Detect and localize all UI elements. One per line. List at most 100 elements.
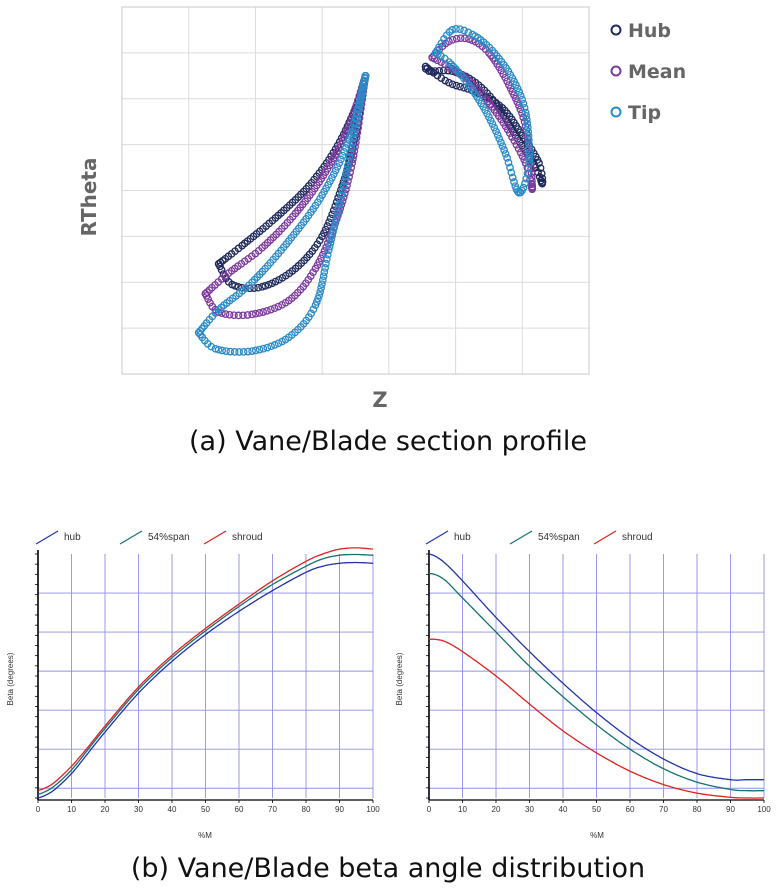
beta-chart-right: hub 54%span shroud 0 10 20 30 40 50 60 70 80 90 100 …	[395, 530, 771, 840]
profile-point-tip	[498, 142, 507, 151]
profile-point-tip	[315, 291, 324, 300]
profile-point-mean	[259, 308, 268, 316]
beta-right-series-group	[428, 553, 764, 799]
profile-point-tip	[330, 224, 338, 232]
profile-point-tip	[339, 182, 348, 191]
profile-point-tip	[460, 26, 468, 35]
profile-point-tip	[274, 339, 283, 348]
beta-legend-swatch	[593, 530, 617, 545]
profile-point-tip	[319, 272, 328, 281]
profile-point-hub	[216, 258, 225, 267]
profile-point-tip	[230, 348, 239, 356]
beta-x-tick-label: 30	[134, 805, 143, 814]
profile-point-tip	[524, 164, 533, 173]
beta-legend-swatch	[119, 530, 143, 545]
profile-point-tip	[324, 246, 333, 254]
beta-line-shroud	[37, 547, 374, 792]
profile-point-tip	[500, 146, 508, 154]
beta-left-legend: hub 54%span shroud	[35, 530, 263, 545]
profile-point-hub	[441, 76, 450, 85]
beta-legend-label: 54%span	[148, 532, 190, 543]
profile-point-tip	[523, 119, 532, 128]
profile-point-mean	[243, 311, 252, 319]
profile-point-mean	[255, 309, 264, 317]
profile-point-tip	[214, 345, 223, 354]
profile-point-hub	[535, 173, 544, 181]
profile-point-hub	[254, 283, 262, 292]
profile-point-mean	[225, 310, 234, 319]
profile-point-tip	[348, 139, 357, 147]
profile-point-tip	[508, 173, 517, 182]
profile-point-mean	[461, 34, 469, 43]
beta-x-tick-label: 10	[67, 805, 76, 814]
profile-point-hub	[315, 236, 324, 245]
beta-right-grid	[426, 550, 765, 801]
profile-point-mean	[248, 310, 256, 319]
caption-a: (a) Vane/Blade section profile	[189, 426, 587, 457]
beta-left-series-group	[37, 547, 374, 799]
profile-point-hub	[456, 82, 464, 91]
profile-point-tip	[510, 178, 518, 186]
profile-point-tip	[344, 161, 352, 170]
profile-point-tip	[346, 148, 355, 157]
profile-point-tip	[329, 227, 337, 236]
profile-point-tip	[318, 280, 326, 289]
profile-point-tip	[518, 95, 527, 104]
profile-point-tip	[522, 115, 531, 124]
profile-point-tip	[525, 136, 533, 144]
profile-point-tip	[331, 166, 340, 175]
beta-x-tick-label: 20	[101, 805, 110, 814]
profile-point-hub	[452, 81, 461, 90]
legend-label-mean: Mean	[628, 61, 686, 83]
profile-point-tip	[524, 127, 533, 136]
beta-x-tick-label: 70	[268, 805, 277, 814]
profile-point-mean	[204, 295, 212, 303]
profile-x-axis-label: Z	[372, 388, 387, 412]
profile-point-tip	[267, 342, 275, 351]
beta-right-x-axis-label: %M	[590, 831, 604, 840]
profile-point-tip	[239, 348, 248, 356]
beta-legend-label: 54%span	[538, 532, 580, 543]
profile-point-tip	[211, 344, 220, 353]
beta-right-y-axis-label: Beta (degrees)	[395, 652, 404, 705]
beta-x-tick-label: 40	[168, 805, 177, 814]
profile-point-tip	[322, 259, 330, 268]
profile-point-tip	[336, 195, 345, 204]
profile-point-mean	[527, 183, 536, 192]
profile-point-tip	[251, 346, 260, 355]
profile-point-tip	[504, 158, 513, 167]
profile-point-tip	[525, 140, 533, 149]
profile-point-tip	[314, 294, 322, 303]
profile-point-tip	[358, 89, 366, 98]
profile-plot-frame	[121, 6, 590, 375]
profile-point-tip	[501, 149, 510, 158]
profile-point-mean	[263, 307, 271, 315]
profile-point-tip	[329, 170, 338, 179]
beta-x-tick-label: 50	[592, 805, 601, 814]
profile-point-hub	[445, 78, 453, 87]
profile-point-tip	[447, 60, 455, 69]
profile-point-tip	[235, 348, 243, 356]
profile-point-tip	[520, 104, 529, 112]
beta-left-grid	[35, 550, 374, 801]
profile-point-tip	[335, 159, 344, 168]
profile-point-tip	[327, 235, 336, 244]
profile-point-tip	[357, 93, 366, 102]
profile-point-tip	[353, 115, 361, 124]
profile-point-tip	[515, 88, 524, 96]
profile-point-tip	[341, 144, 350, 152]
profile-point-tip	[352, 120, 360, 128]
beta-left-y-axis-label: Beta (degrees)	[6, 652, 15, 705]
profile-point-tip	[522, 112, 531, 120]
profile-point-tip	[490, 123, 499, 132]
beta-line-54pctspan	[428, 572, 764, 792]
profile-point-tip	[506, 163, 514, 172]
profile-point-tip	[492, 127, 500, 136]
beta-x-tick-label: 90	[335, 805, 344, 814]
legend-marker-mean	[610, 65, 622, 77]
profile-point-tip	[226, 347, 235, 356]
profile-point-hub	[219, 270, 228, 278]
profile-series-hub	[214, 62, 547, 293]
profile-point-tip	[495, 134, 504, 143]
profile-point-tip	[448, 26, 457, 34]
